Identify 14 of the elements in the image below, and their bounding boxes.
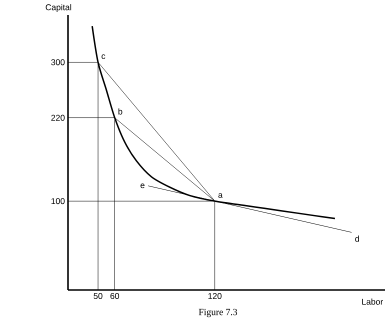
y-tick-label: 220	[51, 114, 65, 121]
annotation: b	[118, 108, 122, 115]
x-axis-title: Labor	[362, 298, 383, 305]
y-tick-label: 100	[51, 198, 65, 204]
x-tick-label: 120	[208, 293, 222, 300]
y-axis-title: Capital	[46, 4, 72, 12]
annotation: d	[355, 236, 360, 242]
annotation: e	[140, 184, 145, 188]
x-tick-label: 50	[94, 293, 102, 300]
annotation: a	[218, 193, 223, 198]
annotation: c	[102, 54, 106, 60]
x-tick-label: 60	[110, 293, 120, 300]
y-tick-label: 300	[51, 59, 65, 66]
caption: Figure 7.3	[198, 308, 238, 318]
